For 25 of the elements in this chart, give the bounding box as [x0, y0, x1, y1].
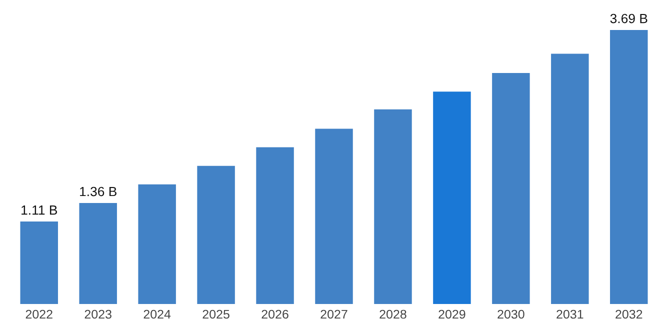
x-tick-label: 2029 [438, 310, 466, 319]
bar [79, 202, 117, 304]
data-label: 3.69 B [610, 14, 648, 24]
bar [315, 128, 353, 304]
bar [374, 109, 412, 304]
x-tick-label: 2027 [320, 310, 348, 319]
bar [256, 147, 294, 304]
x-tick-label: 2024 [144, 310, 171, 319]
x-tick-label: 2031 [556, 310, 584, 319]
x-tick-label: 2022 [26, 310, 52, 319]
bar [492, 73, 530, 304]
data-label: 1.36 B [80, 186, 116, 196]
bar [610, 30, 648, 304]
x-tick-label: 2032 [616, 310, 642, 319]
bar [433, 92, 471, 304]
x-tick-label: 2026 [262, 310, 288, 319]
bar [138, 184, 176, 304]
bar [551, 54, 589, 304]
x-tick-label: 2025 [202, 310, 230, 319]
bar [20, 222, 58, 304]
x-tick-label: 2028 [380, 310, 406, 319]
bar [197, 166, 235, 304]
x-tick-label: 2023 [84, 310, 112, 319]
x-tick-label: 2030 [498, 310, 524, 319]
data-label: 1.11 B [22, 206, 58, 215]
